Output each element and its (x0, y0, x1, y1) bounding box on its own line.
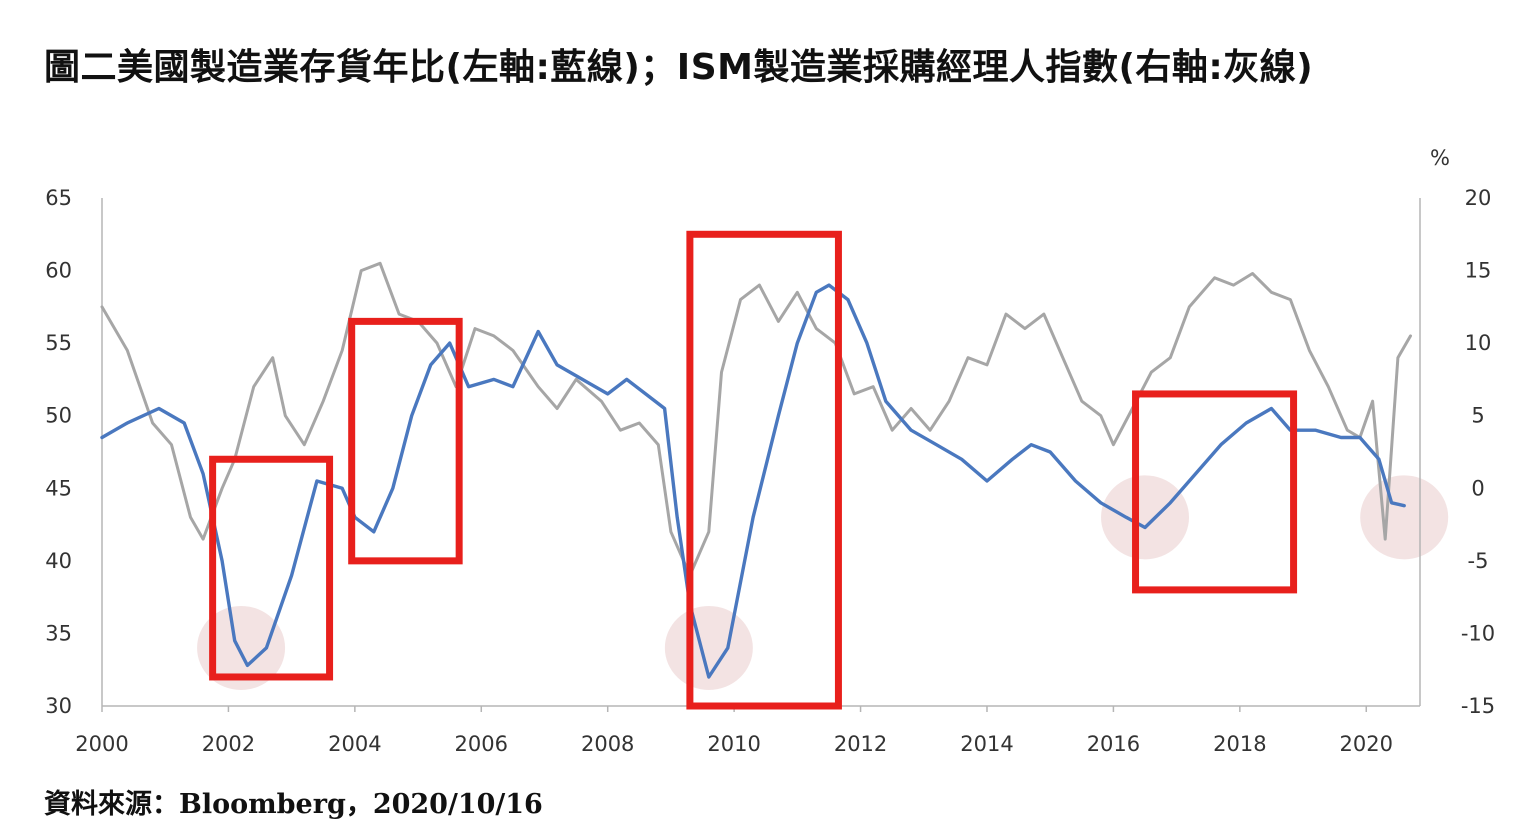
highlight-circle (1101, 475, 1190, 560)
x-tick-label: 2018 (1213, 732, 1266, 756)
x-tick-label: 2012 (834, 732, 887, 756)
x-tick-label: 2000 (75, 732, 128, 756)
inventory-yoy-line (100, 283, 1406, 679)
y-right-unit-label: % (1430, 146, 1450, 170)
source-note: 資料來源：Bloomberg，2020/10/16 (44, 789, 543, 820)
y-right-tick-label: 10 (1465, 331, 1492, 355)
y-right-tick-label: 15 (1465, 259, 1492, 283)
ism-pmi-line (100, 261, 1412, 577)
y-right-tick-label: 5 (1471, 404, 1484, 428)
y-right-tick-label: -15 (1461, 694, 1495, 718)
y-right-tick-label: -10 (1461, 621, 1495, 645)
y-right-tick-label: -5 (1468, 549, 1489, 573)
y-left-tick-label: 60 (45, 259, 72, 283)
y-left-tick-label: 65 (45, 186, 72, 210)
y-left-tick-label: 40 (45, 549, 72, 573)
y-right-tick-label: 20 (1465, 186, 1492, 210)
y-left-tick-label: 45 (45, 476, 72, 500)
highlight-box (348, 317, 463, 565)
y-left-tick-label: 35 (45, 621, 72, 645)
y-left-tick-label: 55 (45, 331, 72, 355)
x-tick-label: 2016 (1087, 732, 1140, 756)
x-tick-label: 2014 (960, 732, 1013, 756)
x-tick-label: 2002 (202, 732, 255, 756)
x-tick-label: 2006 (455, 732, 508, 756)
x-tick-label: 2010 (707, 732, 760, 756)
highlight-circle (1360, 475, 1449, 560)
x-tick-label: 2020 (1340, 732, 1393, 756)
highlight-box (209, 455, 334, 681)
x-tick-label: 2008 (581, 732, 634, 756)
highlight-box (686, 230, 842, 710)
chart-title: 圖二美國製造業存貨年比(左軸:藍線)；ISM製造業採購經理人指數(右軸:灰線) (44, 47, 1314, 88)
highlight-box (1132, 390, 1298, 594)
y-left-tick-label: 30 (45, 694, 72, 718)
highlight-circle (197, 605, 286, 690)
y-left-tick-label: 50 (45, 404, 72, 428)
x-tick-label: 2004 (328, 732, 381, 756)
y-right-tick-label: 0 (1471, 476, 1484, 500)
